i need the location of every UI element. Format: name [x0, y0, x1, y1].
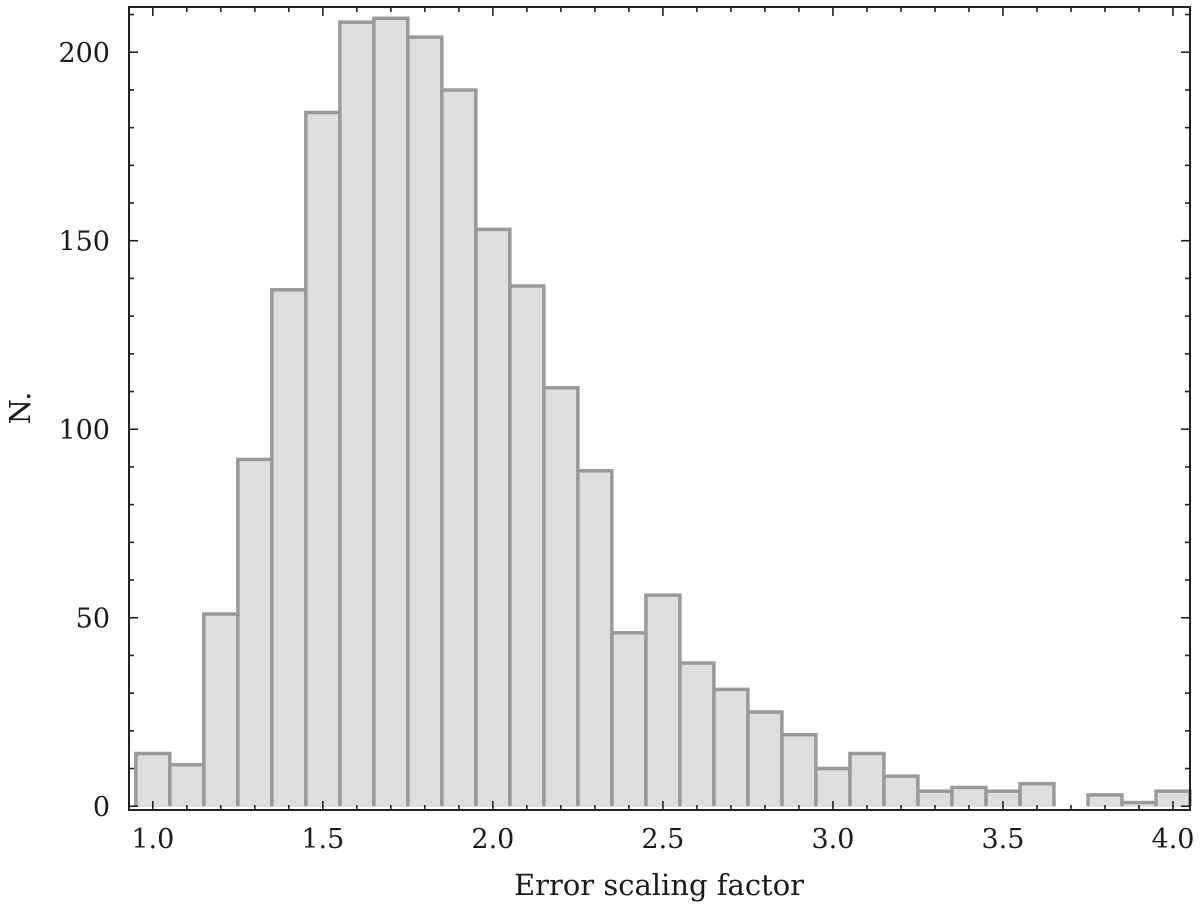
histogram-bar: [951, 786, 987, 807]
histogram-bar: [883, 775, 919, 807]
histogram-bar: [339, 21, 375, 807]
histogram-bars: [135, 17, 1191, 807]
histogram-bar: [237, 458, 273, 807]
histogram-bar: [577, 470, 613, 807]
histogram-bar: [849, 753, 885, 807]
histogram-bar: [543, 387, 579, 807]
x-tick-label: 2.5: [641, 824, 684, 855]
y-axis-label: N.: [3, 392, 37, 425]
y-tick-labels: 0 50 100 150 200: [58, 38, 110, 823]
histogram-bar: [373, 17, 409, 807]
x-tick-label: 3.5: [981, 824, 1024, 855]
x-axis-label: Error scaling factor: [514, 868, 804, 902]
y-tick-label: 0: [93, 792, 110, 823]
histogram-outline: [134, 16, 1192, 807]
histogram-bar: [509, 285, 545, 807]
histogram-bar: [407, 36, 443, 807]
histogram-bar: [747, 711, 783, 807]
x-tick-label: 1.0: [131, 824, 174, 855]
x-tick-label: 4.0: [1152, 824, 1195, 855]
y-tick-label: 150: [58, 227, 110, 258]
histogram-bar: [781, 734, 817, 807]
histogram-bar: [917, 790, 953, 807]
y-tick-label: 100: [58, 415, 110, 446]
histogram-bar: [679, 662, 715, 807]
histogram-bar: [1019, 783, 1055, 807]
histogram-bar: [203, 613, 239, 807]
histogram-bar: [271, 289, 307, 807]
plot-frame: [128, 6, 1191, 811]
histogram-bar: [169, 764, 205, 807]
histogram-bar: [441, 89, 477, 807]
histogram-bar: [645, 594, 681, 807]
histogram-bar: [305, 112, 341, 807]
y-tick-label: 200: [58, 38, 110, 69]
y-tick-label: 50: [76, 604, 110, 635]
x-tick-labels: 1.0 1.5 2.0 2.5 3.0 3.5 4.0: [131, 824, 1194, 855]
x-tick-label: 2.0: [471, 824, 514, 855]
histogram-bar: [611, 632, 647, 807]
histogram-bar: [135, 753, 171, 807]
histogram-bar: [475, 229, 511, 807]
histogram-bar: [815, 768, 851, 807]
x-tick-label: 1.5: [301, 824, 344, 855]
histogram-bar: [713, 688, 749, 807]
x-tick-label: 3.0: [811, 824, 854, 855]
